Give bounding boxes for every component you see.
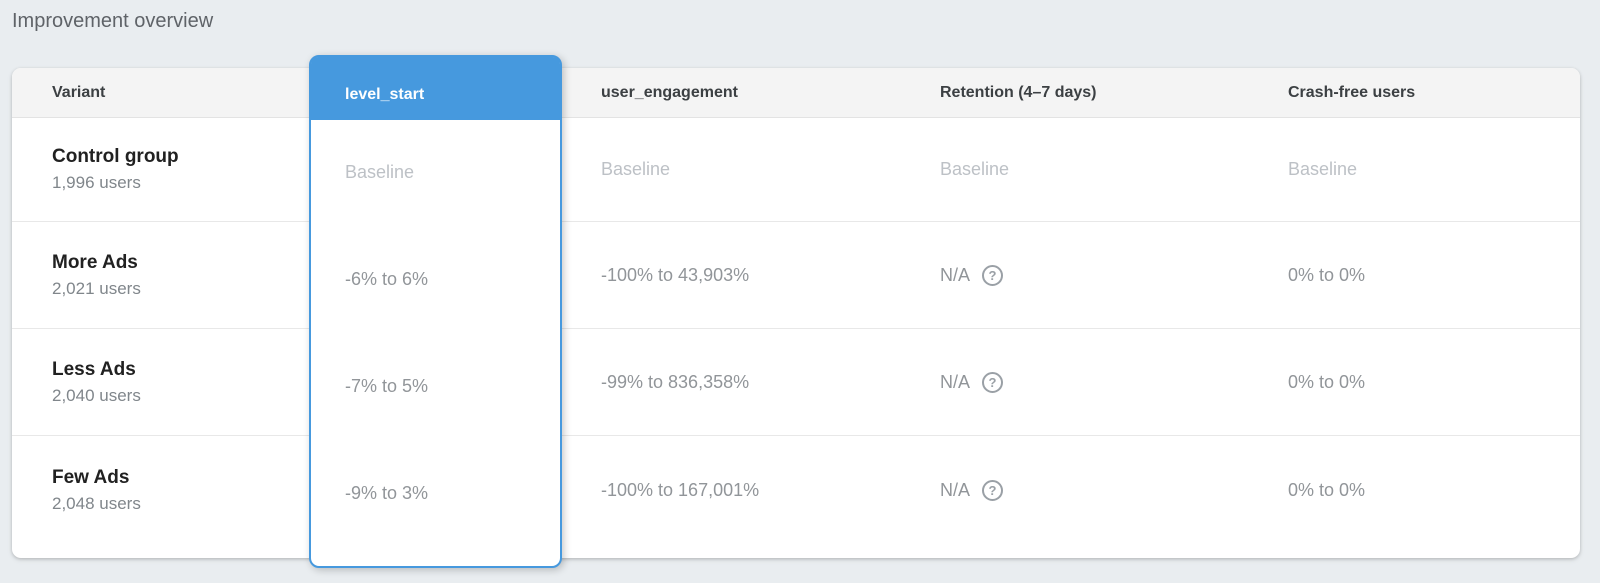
cell-crash-free: Baseline bbox=[1288, 159, 1358, 179]
retention-value: N/A bbox=[940, 371, 971, 392]
variant-user-count: 2,048 users bbox=[52, 494, 141, 513]
table-row-more-ads: More Ads 2,021 users -100% to 43,903% N/… bbox=[12, 222, 1580, 329]
retention-value: N/A bbox=[940, 264, 971, 285]
help-glyph: ? bbox=[988, 483, 997, 498]
cell-crash-free: 0% to 0% bbox=[1288, 264, 1366, 285]
variant-user-count: 2,040 users bbox=[52, 385, 141, 405]
table-row-control-group: Control group 1,996 users Baseline Basel… bbox=[12, 118, 1580, 222]
column-header-level-start-label: level_start bbox=[345, 85, 425, 103]
variant-name: Few Ads bbox=[52, 467, 130, 488]
cell-retention: N/A ? bbox=[900, 329, 1248, 435]
variant-user-count: 1,996 users bbox=[52, 173, 141, 192]
column-header-retention[interactable]: Retention (4–7 days) bbox=[940, 83, 1097, 101]
table-row-few-ads: Few Ads 2,048 users -100% to 167,001% N/… bbox=[12, 436, 1580, 557]
help-icon[interactable]: ? bbox=[982, 480, 1004, 501]
help-icon[interactable]: ? bbox=[982, 371, 1004, 393]
variant-cell: Few Ads 2,048 users bbox=[12, 436, 310, 557]
cell-level-start: -7% to 5% bbox=[345, 375, 429, 396]
variant-name: Control group bbox=[52, 146, 179, 167]
cell-level-start: -6% to 6% bbox=[345, 268, 429, 289]
variant-cell: Control group 1,996 users bbox=[12, 118, 310, 221]
cell-retention: Baseline bbox=[940, 159, 1010, 179]
column-header-variant: Variant bbox=[52, 83, 106, 101]
column-header-level-start[interactable]: level_start bbox=[311, 57, 560, 120]
retention-value: N/A bbox=[940, 480, 971, 500]
variant-cell: Less Ads 2,040 users bbox=[12, 329, 310, 435]
help-glyph: ? bbox=[988, 374, 997, 390]
table-header-row: Variant user_engagement Retention (4–7 d… bbox=[12, 68, 1580, 118]
improvement-overview-table: Variant user_engagement Retention (4–7 d… bbox=[12, 68, 1580, 558]
variant-user-count: 2,021 users bbox=[52, 278, 141, 298]
help-icon[interactable]: ? bbox=[982, 264, 1004, 286]
cell-user-engagement: -100% to 43,903% bbox=[601, 264, 750, 285]
cell-user-engagement: -99% to 836,358% bbox=[601, 371, 750, 392]
table-row-less-ads: Less Ads 2,040 users -99% to 836,358% N/… bbox=[12, 329, 1580, 436]
help-glyph: ? bbox=[988, 267, 997, 283]
column-header-crash-free[interactable]: Crash-free users bbox=[1288, 83, 1416, 101]
cell-crash-free: 0% to 0% bbox=[1288, 371, 1366, 392]
cell-level-start: -9% to 3% bbox=[345, 482, 429, 503]
selected-metric-column-level-start[interactable]: level_start Baseline -6% to 6% -7% to 5%… bbox=[309, 55, 562, 568]
cell-user-engagement: Baseline bbox=[601, 159, 671, 179]
cell-level-start: Baseline bbox=[345, 161, 415, 182]
cell-user-engagement: -100% to 167,001% bbox=[601, 480, 760, 500]
variant-name: Less Ads bbox=[52, 358, 136, 380]
column-header-user-engagement[interactable]: user_engagement bbox=[601, 83, 738, 101]
variant-cell: More Ads 2,021 users bbox=[12, 222, 310, 328]
cell-retention: N/A ? bbox=[900, 222, 1248, 328]
page-title: Improvement overview bbox=[12, 10, 214, 32]
cell-retention: N/A ? bbox=[900, 436, 1248, 557]
variant-name: More Ads bbox=[52, 251, 138, 273]
cell-crash-free: 0% to 0% bbox=[1288, 480, 1366, 500]
